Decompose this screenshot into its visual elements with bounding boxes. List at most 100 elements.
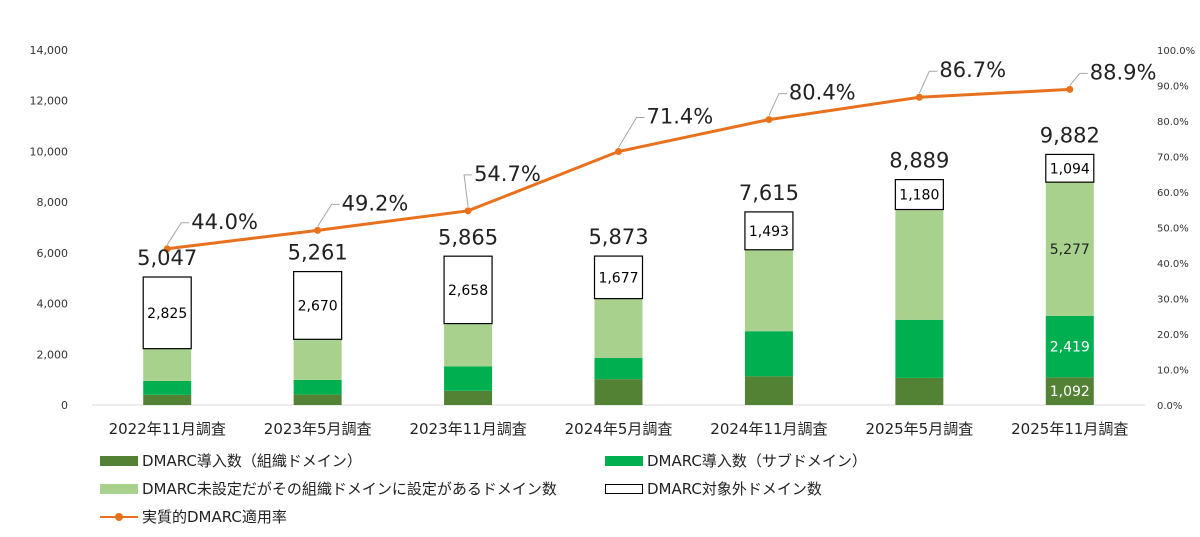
bar-segment-series-0 xyxy=(444,390,493,405)
excluded-value-label: 2,670 xyxy=(298,298,338,314)
rate-leader-line xyxy=(463,174,473,207)
bar-segment-series-3 xyxy=(142,276,192,350)
excluded-value-label: 1,493 xyxy=(749,224,789,240)
right-axis-tick-label: 30.0% xyxy=(1157,295,1189,306)
total-value-label: 5,873 xyxy=(588,225,648,249)
rate-leader-line xyxy=(918,70,938,94)
bar-segment-series-1 xyxy=(895,319,944,378)
bar-segment-series-2 xyxy=(895,209,944,320)
left-axis-tick-label: 10,000 xyxy=(30,145,69,158)
bar-segment-series-3 xyxy=(1045,153,1095,183)
bar-segment-series-1 xyxy=(594,357,643,380)
legend-item-excluded: DMARC対象外ドメイン数 xyxy=(605,478,822,499)
bar-segment-series-0 xyxy=(143,394,192,405)
right-axis-tick-label: 100.0% xyxy=(1157,46,1195,57)
parent-set-value-label: 5,277 xyxy=(1050,242,1090,258)
total-value-label: 5,047 xyxy=(137,246,197,270)
bar-segment-series-3 xyxy=(443,255,493,325)
legend-swatch-parent-set xyxy=(100,483,138,494)
x-axis-category-label: 2023年11月調査 xyxy=(409,420,526,438)
right-axis-tick-label: 80.0% xyxy=(1157,117,1189,128)
rate-point xyxy=(314,226,322,234)
x-axis-category-label: 2024年11月調査 xyxy=(710,420,827,438)
legend-label-parent-set: DMARC未設定だがその組織ドメインに設定があるドメイン数 xyxy=(142,480,557,498)
rate-point xyxy=(163,245,171,253)
legend-item-subdomain: DMARC導入数（サブドメイン） xyxy=(605,450,867,471)
rate-point xyxy=(1066,85,1074,93)
right-axis-tick-label: 50.0% xyxy=(1157,224,1189,235)
excluded-value-label: 1,677 xyxy=(598,270,638,286)
bar-segment-series-0 xyxy=(744,376,793,405)
legend-item-parent-set: DMARC未設定だがその組織ドメインに設定があるドメイン数 xyxy=(100,478,557,499)
bar-segment-series-1 xyxy=(444,366,493,391)
x-axis-category-label: 2025年5月調査 xyxy=(865,420,973,438)
rate-value-label: 88.9% xyxy=(1090,60,1157,84)
total-value-label: 9,882 xyxy=(1040,123,1100,147)
x-axis-category-label: 2024年5月調査 xyxy=(565,420,673,438)
bar-segment-series-2 xyxy=(744,249,793,332)
bar-segment-series-0 xyxy=(1045,377,1094,405)
left-axis-tick-label: 14,000 xyxy=(30,44,69,57)
legend-swatch-subdomain xyxy=(605,455,643,466)
legend-swatch-org-domain xyxy=(100,455,138,466)
bar-segment-series-0 xyxy=(895,377,944,405)
x-axis-category-label: 2022年11月調査 xyxy=(109,420,226,438)
right-axis-tick-label: 40.0% xyxy=(1157,259,1189,270)
right-axis-tick-label: 60.0% xyxy=(1157,188,1189,199)
org-domain-value-label: 1,092 xyxy=(1050,384,1090,400)
bar-segment-series-1 xyxy=(143,380,192,395)
excluded-value-label: 1,094 xyxy=(1050,161,1090,177)
legend-item-rate: 実質的DMARC適用率 xyxy=(100,506,287,527)
excluded-value-label: 1,180 xyxy=(899,188,939,204)
rate-value-label: 54.7% xyxy=(474,162,541,186)
rate-point xyxy=(615,148,622,156)
right-axis-tick-label: 70.0% xyxy=(1157,153,1189,164)
legend-item-org-domain: DMARC導入数（組織ドメイン） xyxy=(100,450,362,471)
left-axis-tick-label: 4,000 xyxy=(37,298,69,311)
bar-segment-series-2 xyxy=(143,348,192,381)
total-value-label: 5,865 xyxy=(438,225,498,249)
legend-swatch-excluded xyxy=(605,483,643,494)
x-axis-category-label: 2023年5月調査 xyxy=(264,420,372,438)
bars-layer xyxy=(142,153,1095,405)
legend-label-excluded: DMARC対象外ドメイン数 xyxy=(647,480,822,498)
rate-leader-line xyxy=(166,222,190,246)
rate-point xyxy=(915,93,923,101)
bar-segment-series-2 xyxy=(1045,182,1094,316)
rate-point xyxy=(765,116,773,124)
bar-segment-series-2 xyxy=(293,339,342,380)
rate-value-label: 44.0% xyxy=(191,210,258,234)
x-axis-category-label: 2025年11月調査 xyxy=(1011,420,1128,438)
subdomain-value-label: 2,419 xyxy=(1050,340,1090,356)
bar-segment-series-2 xyxy=(594,298,643,358)
rate-leader-line xyxy=(317,203,340,227)
excluded-value-label: 2,825 xyxy=(147,306,187,322)
line-layer xyxy=(163,70,1088,253)
total-value-label: 8,889 xyxy=(889,149,949,173)
bar-segment-series-3 xyxy=(744,211,794,251)
rate-value-label: 49.2% xyxy=(342,191,409,215)
bar-segment-series-0 xyxy=(293,394,342,405)
left-axis-tick-label: 6,000 xyxy=(37,247,69,260)
right-axis-tick-label: 0.0% xyxy=(1157,401,1182,412)
total-value-label: 5,261 xyxy=(288,241,348,265)
labels-layer: 2,825 2,670 2,658 1,677 1,493 1,180 1,094 1,092… xyxy=(137,58,1156,400)
bar-segment-series-1 xyxy=(1045,315,1094,378)
total-value-label: 7,615 xyxy=(739,181,799,205)
right-axis-tick-label: 20.0% xyxy=(1157,330,1189,341)
legend-swatch-rate xyxy=(100,512,138,521)
axes-layer: 0 2,000 4,000 6,000 8,000 10,000 12,000 14,000 0… xyxy=(30,44,1196,438)
bar-segment-series-3 xyxy=(593,255,644,300)
excluded-value-label: 2,658 xyxy=(448,283,488,299)
rate-value-label: 71.4% xyxy=(647,105,714,129)
bar-segment-series-1 xyxy=(293,379,342,395)
left-axis-tick-label: 0 xyxy=(61,399,68,412)
left-axis-tick-label: 2,000 xyxy=(37,348,69,361)
left-axis-tick-label: 12,000 xyxy=(30,95,69,108)
bar-segment-series-3 xyxy=(293,270,343,340)
rate-value-label: 86.7% xyxy=(939,58,1006,82)
left-axis-tick-label: 8,000 xyxy=(37,196,69,209)
legend-label-org-domain: DMARC導入数（組織ドメイン） xyxy=(142,452,362,470)
